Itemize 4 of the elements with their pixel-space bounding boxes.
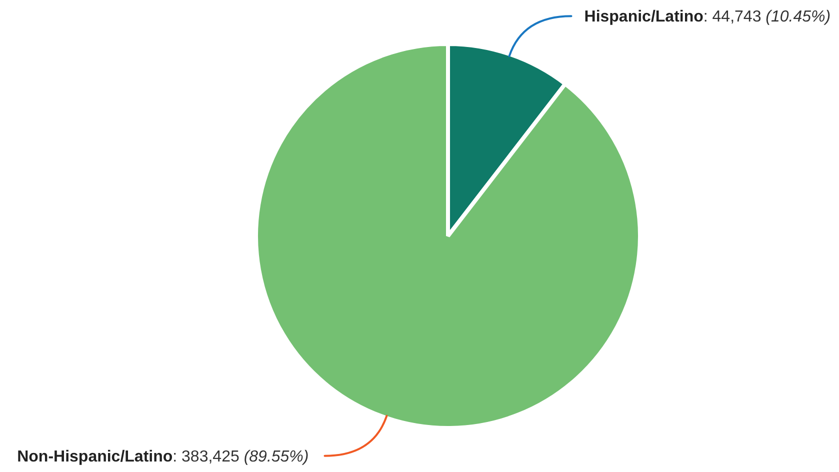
data-label: : 383,425 (89.55%) [172, 448, 309, 466]
slice-label: Hispanic/Latino [584, 8, 704, 26]
data-label: : 44,743 (10.45%) [703, 8, 831, 26]
slice-label: Non-Hispanic/Latino [17, 448, 173, 466]
